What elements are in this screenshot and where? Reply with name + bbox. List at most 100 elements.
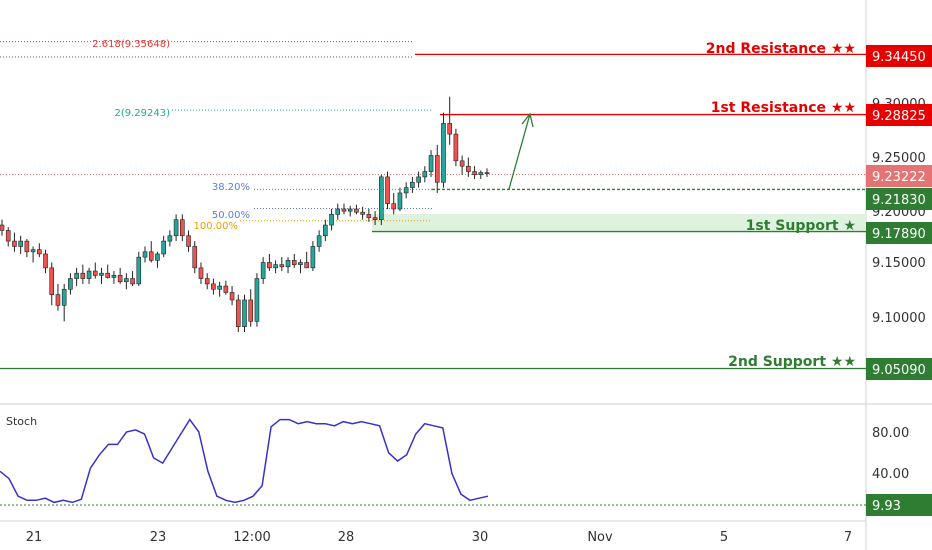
candle-body	[304, 262, 309, 269]
fib-label: 2.618(9.35648)	[92, 39, 170, 50]
candle-body	[478, 172, 484, 176]
candle-body	[117, 275, 123, 283]
tag-current-value: 9.23222	[872, 170, 926, 185]
candle-body	[285, 260, 291, 268]
candle-body	[422, 171, 428, 178]
candle-body	[453, 133, 459, 162]
candle-body	[74, 272, 79, 279]
candle-body	[260, 262, 266, 279]
tag-s-minor	[866, 188, 932, 210]
stoch-tick: 40.00	[872, 467, 909, 482]
candle-body	[99, 272, 104, 276]
stoch-current-tag	[866, 494, 932, 516]
candle-body	[18, 240, 23, 247]
candle-body	[366, 214, 372, 218]
price-axis: 9.30000 9.25000 9.20000 9.15000 9.10000	[872, 97, 926, 326]
candle-body	[397, 192, 403, 210]
tag-s1-value: 9.17890	[872, 227, 926, 242]
candle-body	[354, 208, 359, 213]
candle-body	[68, 278, 73, 290]
candle-body	[111, 275, 117, 278]
candle-body	[92, 270, 98, 276]
candle-body	[12, 240, 17, 247]
candle-body	[472, 171, 477, 176]
candle-body	[341, 208, 347, 212]
candle-body	[403, 187, 409, 194]
level-label-s1: 1st Support ★	[746, 218, 856, 234]
price-tick: 9.25000	[872, 151, 926, 166]
candle-body	[124, 278, 129, 283]
candle-body	[434, 155, 440, 183]
candle-body	[378, 176, 384, 220]
candle-body	[204, 278, 210, 285]
level-label-r2: 2nd Resistance ★★	[706, 41, 856, 57]
candle-body	[254, 278, 260, 322]
candle-body	[192, 246, 198, 269]
candle-body	[136, 256, 142, 285]
candle-body	[273, 264, 278, 269]
candle-body	[360, 211, 365, 215]
candle-body	[186, 235, 191, 247]
tag-current	[866, 165, 932, 187]
tag-r2-value: 9.34450	[872, 50, 926, 65]
time-tick: 21	[26, 530, 43, 545]
candle-body	[329, 214, 334, 226]
candles	[0, 96, 490, 333]
candle-body	[335, 208, 341, 215]
time-tick: 7	[844, 530, 852, 545]
candle-body	[223, 285, 229, 293]
price-tick: 9.15000	[872, 256, 926, 271]
candle-body	[316, 235, 322, 247]
level-lines	[0, 53, 866, 370]
fibonacci-levels: 2.618(9.35648) 2(9.29243) 38.20% 50.00%100.…	[0, 39, 432, 232]
candle-body	[484, 172, 490, 174]
candle-body	[167, 235, 173, 242]
candle-body	[242, 299, 247, 328]
candle-body	[267, 262, 272, 269]
time-tick: 12:00	[233, 530, 270, 545]
time-tick: Nov	[587, 530, 613, 545]
candle-body	[323, 224, 328, 237]
candle-body	[37, 249, 42, 255]
candle-body	[105, 272, 111, 278]
candle-body	[410, 181, 415, 188]
candle-body	[372, 217, 378, 220]
time-tick: 28	[338, 530, 355, 545]
candle-body	[385, 176, 390, 204]
price-tick: 9.10000	[872, 311, 926, 326]
level-label-s2: 2nd Support ★★	[728, 354, 856, 370]
candle-body	[459, 160, 465, 167]
candle-body	[55, 294, 61, 306]
candle-body	[86, 270, 92, 279]
time-tick: 23	[150, 530, 167, 545]
tag-s2	[866, 358, 932, 380]
candle-body	[416, 176, 421, 183]
candle-body	[148, 251, 154, 261]
candle-body	[80, 272, 86, 279]
candle-body	[43, 253, 48, 269]
fib-label: 50.00%	[212, 210, 250, 221]
tag-s-minor-value: 9.21830	[872, 193, 926, 208]
tag-r1	[866, 104, 932, 126]
candle-body	[447, 123, 452, 135]
candle-body	[5, 230, 11, 242]
candle-body	[310, 246, 316, 269]
stoch-pane: Stoch 80.00 40.00 9.93	[0, 415, 932, 516]
candle-body	[180, 219, 185, 237]
time-tick: 5	[720, 530, 728, 545]
candle-body	[391, 203, 397, 210]
candle-body	[441, 123, 446, 183]
stoch-label: Stoch	[6, 415, 37, 428]
price-tags: 9.34450 9.28825 9.23222 9.21830 9.17890 …	[866, 45, 932, 380]
candle-body	[217, 285, 222, 290]
candle-body	[347, 208, 353, 212]
projection-arrow	[508, 112, 534, 190]
stoch-current-value: 9.93	[872, 499, 901, 514]
fib-label: 100.00%	[194, 221, 239, 232]
candle-body	[211, 283, 216, 290]
candle-body	[198, 267, 204, 279]
tag-s2-value: 9.05090	[872, 363, 926, 378]
stoch-line	[0, 418, 489, 504]
candle-body	[298, 262, 303, 265]
